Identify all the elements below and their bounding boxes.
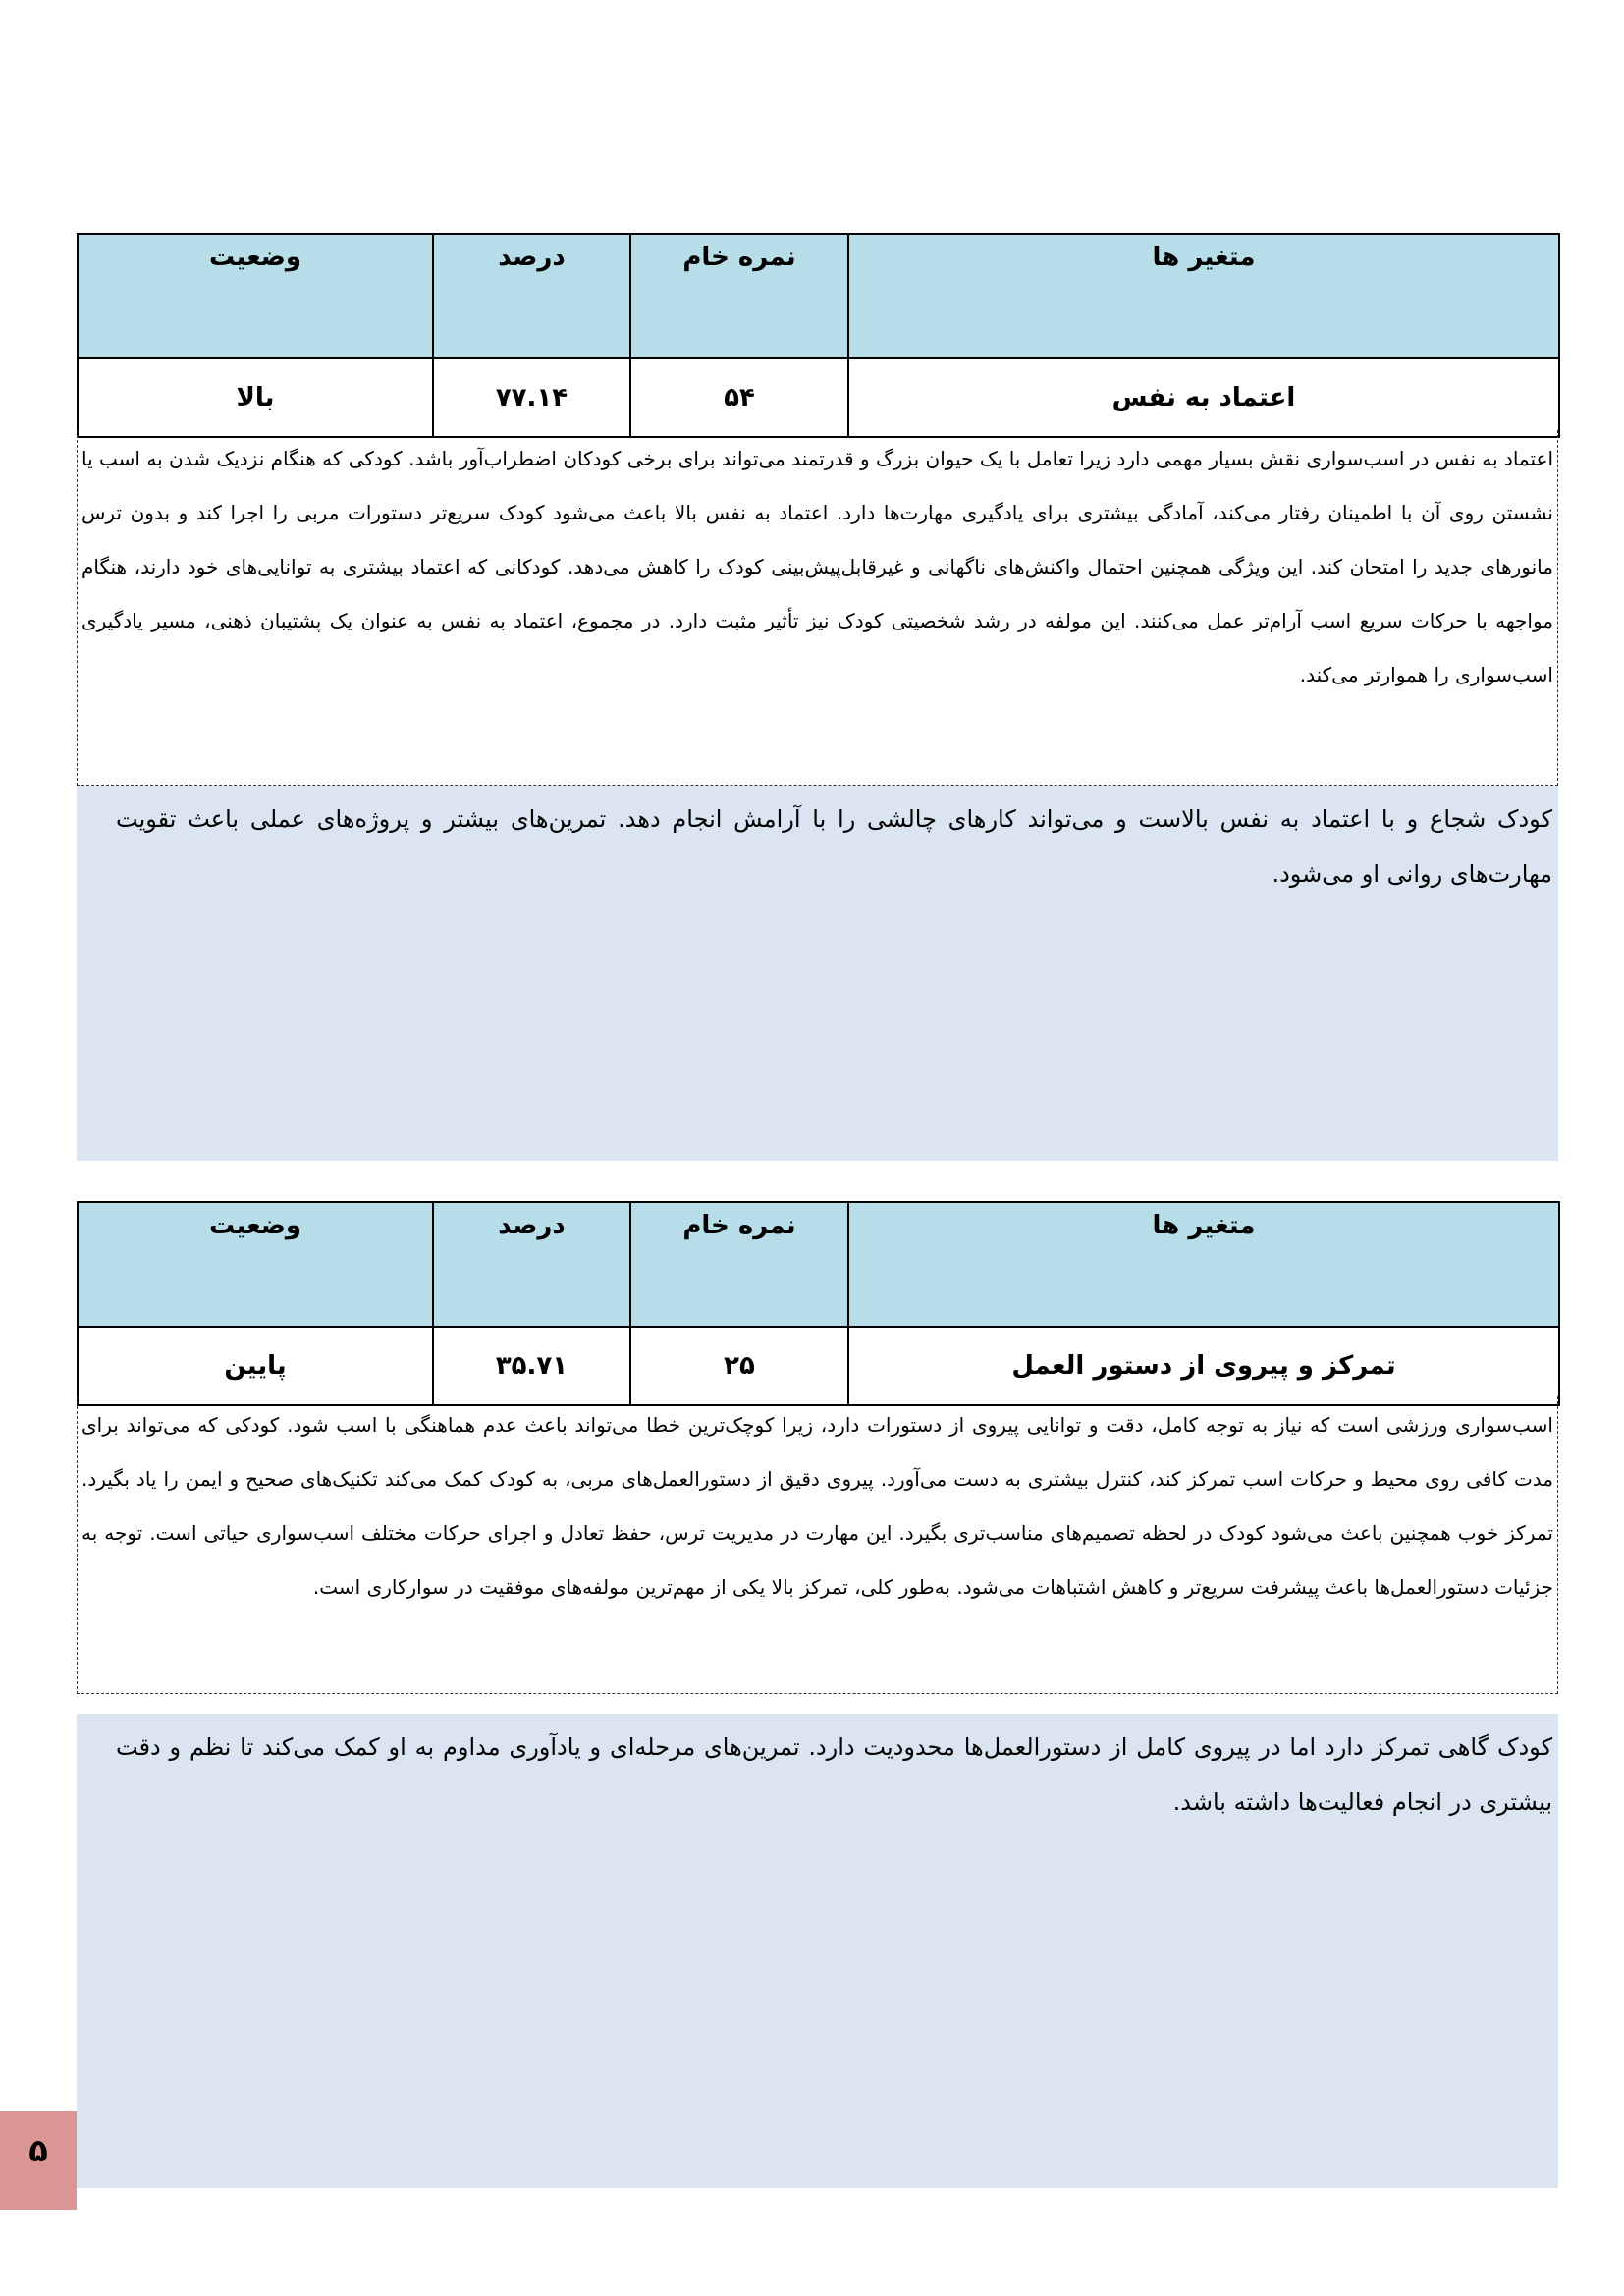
table-header-row: متغیر ها نمره خام درصد وضعیت (77, 1201, 1560, 1328)
header-raw-score: نمره خام (629, 233, 849, 359)
result-table-2: متغیر ها نمره خام درصد وضعیت تمرکز و پیر… (77, 1201, 1560, 1406)
result-table-1: متغیر ها نمره خام درصد وضعیت اعتماد به ن… (77, 233, 1560, 438)
cell-status: بالا (77, 357, 434, 438)
cell-raw-score: ۵۴ (629, 357, 849, 438)
header-raw-score: نمره خام (629, 1201, 849, 1328)
header-percent: درصد (432, 233, 631, 359)
description-box: اعتماد به نفس در اسب‌سواری نقش بسیار مهم… (77, 430, 1558, 786)
table-row: اعتماد به نفس ۵۴ ۷۷.۱۴ بالا (77, 357, 1560, 438)
cell-variable: اعتماد به نفس (847, 357, 1560, 438)
header-status: وضعیت (77, 233, 434, 359)
cell-status: پایین (77, 1326, 434, 1406)
cell-percent: ۷۷.۱۴ (432, 357, 631, 438)
note-box: کودک گاهی تمرکز دارد اما در پیروی کامل ا… (77, 1714, 1558, 2188)
cell-percent: ۳۵.۷۱ (432, 1326, 631, 1406)
page-number: ۵ (0, 2111, 77, 2210)
header-variable: متغیر ها (847, 1201, 1560, 1328)
cell-raw-score: ۲۵ (629, 1326, 849, 1406)
description-box: اسب‌سواری ورزشی است که نیاز به توجه کامل… (77, 1396, 1558, 1694)
note-box: کودک شجاع و با اعتماد به نفس بالاست و می… (77, 786, 1558, 1161)
header-variable: متغیر ها (847, 233, 1560, 359)
cell-variable: تمرکز و پیروی از دستور العمل (847, 1326, 1560, 1406)
header-status: وضعیت (77, 1201, 434, 1328)
table-header-row: متغیر ها نمره خام درصد وضعیت (77, 233, 1560, 359)
header-percent: درصد (432, 1201, 631, 1328)
table-row: تمرکز و پیروی از دستور العمل ۲۵ ۳۵.۷۱ پا… (77, 1326, 1560, 1406)
